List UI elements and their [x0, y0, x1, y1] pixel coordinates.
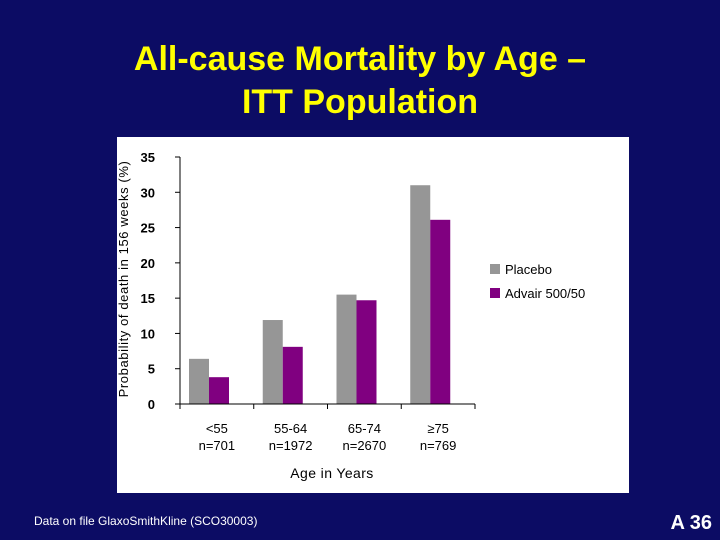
x-tick-sublabel-3: n=769 [420, 438, 457, 453]
y-tick-label-35: 35 [141, 150, 155, 165]
x-tick-label-2: 65-74 [348, 421, 381, 436]
plot-area: 0 5 10 15 20 25 30 35 <55 n=701 55-64 n=1972 65-74 n=… [141, 150, 476, 453]
x-tick-label-0: <55 [206, 421, 228, 436]
bar-chart: Probability of death in 156 weeks (%) Ag… [117, 150, 585, 481]
bar-advair-3 [430, 219, 451, 404]
x-axis-label: Age in Years [290, 465, 373, 481]
bar-advair-0 [209, 377, 229, 404]
footnote: Data on file GlaxoSmithKline (SCO30003) [34, 514, 258, 528]
legend-swatch-placebo [490, 264, 500, 274]
chart-panel: Probability of death in 156 weeks (%) Ag… [117, 137, 629, 493]
x-tick-sublabel-0: n=701 [199, 438, 236, 453]
bar-placebo-1 [262, 320, 283, 404]
y-tick-label-5: 5 [148, 362, 155, 377]
slide-title-line-1: All-cause Mortality by Age – [133, 40, 587, 78]
x-tick-label-3: ≥75 [427, 421, 449, 436]
slide-title: All-cause Mortality by Age – ITT Populat… [0, 38, 720, 124]
y-tick-label-15: 15 [141, 291, 155, 306]
legend-label-advair: Advair 500/50 [505, 286, 585, 301]
y-tick-label-25: 25 [141, 221, 155, 236]
bar-advair-2 [356, 300, 377, 404]
bar-advair-1 [282, 346, 303, 404]
y-tick-label-10: 10 [141, 326, 155, 341]
x-tick-label-1: 55-64 [274, 421, 307, 436]
y-tick-label-30: 30 [141, 185, 155, 200]
slide-number: A 36 [670, 512, 712, 534]
y-tick-label-20: 20 [141, 256, 155, 271]
bar-placebo-2 [336, 294, 357, 404]
slide-title-line-2: ITT Population [241, 83, 479, 121]
legend-label-placebo: Placebo [505, 262, 552, 277]
x-tick-sublabel-2: n=2670 [343, 438, 387, 453]
bar-placebo-3 [410, 185, 431, 404]
legend-swatch-advair [490, 288, 500, 298]
legend: Placebo Advair 500/50 [490, 262, 585, 301]
x-tick-sublabel-1: n=1972 [269, 438, 313, 453]
y-axis-label: Probability of death in 156 weeks (%) [117, 161, 131, 398]
y-tick-label-0: 0 [148, 397, 155, 412]
bar-placebo-0 [189, 358, 209, 404]
